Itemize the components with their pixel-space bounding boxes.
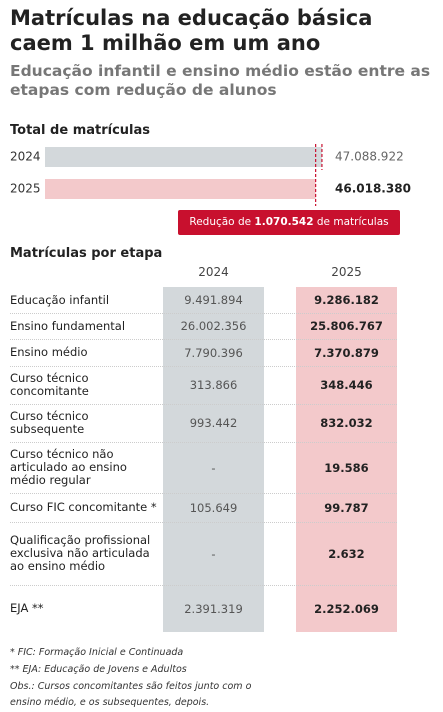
bar-chart: 2024 47.088.922 2025 46.018.380 — [10, 144, 411, 206]
note: Obs.: Cursos concomitantes são feitos ju… — [10, 681, 252, 708]
cell-2025: 2.632 — [328, 546, 365, 561]
cell-2024: 313.866 — [189, 378, 238, 392]
cell-2025: 832.032 — [320, 416, 373, 430]
cell-2024: 993.442 — [189, 416, 238, 430]
annotation-prefix: Redução de — [189, 216, 252, 228]
column-header: 2024 — [198, 265, 229, 279]
row-separator — [10, 313, 397, 314]
cell-2024: 9.491.894 — [184, 293, 243, 307]
title: Matrículas na educação básica caem 1 mil… — [10, 6, 373, 55]
cell-2024: - — [211, 546, 216, 561]
cell-2024: 105.649 — [189, 500, 238, 515]
cell-2025: 99.787 — [324, 500, 369, 515]
cell-2025: 348.446 — [320, 378, 373, 392]
table-title: Matrículas por etapa — [10, 246, 163, 261]
row-separator — [10, 404, 397, 405]
bar — [45, 147, 322, 167]
cell-2024: - — [211, 460, 216, 475]
row-label: Curso técnico concomitante — [10, 371, 89, 398]
column-bg-2024 — [163, 287, 264, 632]
subtitle: Educação infantil e ensino médio estão e… — [10, 62, 431, 99]
annotation-value: 1.070.542 — [254, 216, 314, 228]
category-label: 2024 — [10, 150, 41, 164]
row-label: Curso FIC concomitante * — [10, 500, 157, 514]
value-label: 47.088.922 — [335, 150, 404, 164]
column-header: 2025 — [331, 265, 362, 279]
cell-2025: 7.370.879 — [314, 345, 379, 360]
cell-2025: 19.586 — [324, 460, 369, 475]
row-separator — [10, 493, 397, 494]
row-label: Educação infantil — [10, 292, 110, 307]
cell-2024: 2.391.319 — [184, 601, 243, 616]
annotation: Redução de 1.070.542 de matrículas — [178, 210, 400, 235]
row-separator — [10, 522, 397, 523]
value-label: 46.018.380 — [335, 182, 411, 196]
bar — [45, 179, 316, 199]
cell-2025: 2.252.069 — [314, 601, 379, 616]
row-label: Ensino médio — [10, 345, 88, 359]
cell-2024: 26.002.356 — [180, 319, 247, 333]
cell-2025: 25.806.767 — [310, 319, 383, 333]
row-separator — [10, 339, 397, 340]
category-label: 2025 — [10, 182, 41, 196]
chart-title: Total de matrículas — [10, 123, 151, 138]
cell-2024: 7.790.396 — [184, 345, 243, 360]
row-label: Curso técnico subsequente — [10, 409, 89, 436]
note: ** EJA: Educação de Jovens e Adultos — [10, 664, 187, 675]
cell-2025: 9.286.182 — [314, 293, 379, 307]
annotation-suffix: de matrículas — [316, 216, 389, 228]
row-label: Ensino fundamental — [10, 318, 126, 333]
note: * FIC: Formação Inicial e Continuada — [10, 647, 184, 658]
row-label: EJA ** — [10, 601, 44, 615]
row-label: Qualificação profissional exclusiva não … — [10, 533, 151, 573]
row-label: Curso técnico não articulado ao ensino m… — [10, 447, 127, 487]
row-separator — [10, 585, 397, 586]
column-bg-2025 — [296, 287, 397, 632]
row-separator — [10, 442, 397, 443]
row-separator — [10, 366, 397, 367]
